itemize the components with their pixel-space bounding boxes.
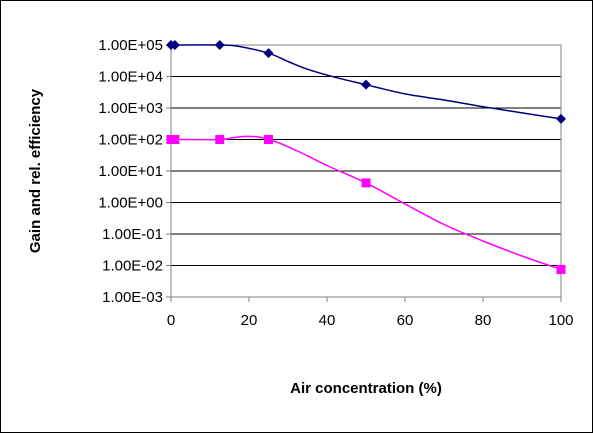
y-tick-label: 1.00E+00 [98,195,163,212]
y-tick-label: 1.00E-01 [102,226,163,243]
y-tick-label: 1.00E+02 [98,132,163,149]
series-markers [166,40,566,274]
y-axis-ticks: 1.00E+05 1.00E+04 1.00E+03 1.00E+02 1.00E+01… [98,37,171,306]
y-tick-label: 1.00E-02 [102,258,163,275]
data-point-square [215,135,225,144]
series-lines [170,44,562,271]
x-tick-label: 80 [475,312,492,329]
x-tick-label: 100 [548,312,573,329]
data-point-square [264,135,273,144]
y-tick-label: 1.00E+05 [98,37,163,54]
y-tick-label: 1.00E+03 [98,100,163,117]
x-tick-label: 0 [167,312,175,329]
y-axis-title: Gain and rel. efficiency [27,88,44,253]
data-point-square [361,178,371,188]
x-axis-title: Air concentration (%) [290,380,442,397]
x-tick-label: 20 [241,312,258,329]
y-tick-label: 1.00E+04 [98,69,163,86]
series-line-2 [170,135,562,271]
data-point-diamond [214,40,225,50]
data-point-square [556,264,566,274]
y-tick-label: 1.00E+01 [98,163,163,180]
series-line-1 [170,44,562,120]
data-point-diamond [263,48,274,59]
data-point-diamond [169,40,180,50]
x-axis-ticks: 0 20 40 60 80 100 [167,297,574,329]
gridlines [171,76,561,266]
data-point-diamond [556,113,566,124]
y-tick-label: 1.00E-03 [102,289,163,306]
data-point-square [170,135,180,144]
x-tick-label: 60 [397,312,414,329]
data-point-diamond [361,79,371,90]
x-tick-label: 40 [319,312,336,329]
